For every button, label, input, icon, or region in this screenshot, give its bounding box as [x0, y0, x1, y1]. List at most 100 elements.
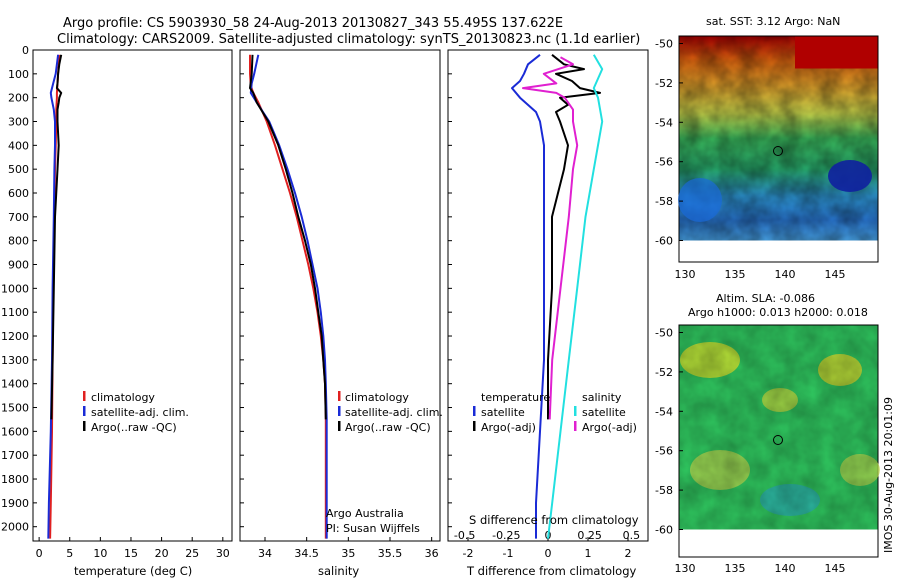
x-tick-label: 34 [258, 547, 272, 560]
depth-tick-label: 1300 [1, 354, 29, 367]
series-line-red [249, 54, 327, 539]
credit-line2: PI: Susan Wijffels [326, 522, 420, 535]
s-diff-tick-label: -0.25 [492, 529, 520, 542]
salinity-axis-label: salinity [318, 564, 359, 578]
lon-tick-label: 140 [775, 562, 796, 575]
depth-tick-label: 800 [8, 235, 29, 248]
sla-map-subtitle: Argo h1000: 0.013 h2000: 0.018 [688, 306, 868, 319]
figure-title-line1: Argo profile: CS 5903930_58 24-Aug-2013 … [63, 16, 563, 31]
temperature-legend: climatology satellite-adj. clim. Argo(..… [83, 391, 189, 434]
x-tick-label: 15 [124, 547, 138, 560]
lat-tick-label: -58 [655, 195, 673, 208]
lon-tick-label: 145 [825, 562, 846, 575]
legend-swatch-s-argo [574, 421, 577, 431]
x-tick-label: 35.5 [378, 547, 403, 560]
series-line-black [249, 54, 327, 420]
depth-tick-label: 300 [8, 116, 29, 129]
sla-map-title: Altim. SLA: -0.086 [716, 292, 815, 305]
legend-swatch-t-satellite [473, 406, 476, 416]
series-line-magenta [522, 56, 579, 420]
depth-tick-label: 500 [8, 163, 29, 176]
sst-map-lat-labels: -50 -52 -54 -56 -58 -60 [655, 38, 683, 248]
depth-tick-label: 1800 [1, 473, 29, 486]
depth-tick-label: 1600 [1, 425, 29, 438]
s-difference-tick-labels: -0.5 -0.25 0 0.25 0.5 [454, 529, 640, 542]
legend-swatch-argo [338, 421, 341, 431]
argo-position-marker [773, 435, 783, 445]
x-tick-label: 34.5 [294, 547, 319, 560]
sst-map-panel: sat. SST: 3.12 Argo: NaN -50 -52 -54 -56 -58… [655, 15, 879, 281]
s-difference-axis-label: S difference from climatology [469, 513, 639, 527]
lat-tick-label: -54 [655, 405, 673, 418]
x-tick-label: -1 [503, 547, 514, 560]
lat-tick-label: -50 [655, 38, 673, 51]
lat-tick-label: -56 [655, 445, 673, 458]
lon-tick-label: 130 [675, 268, 696, 281]
depth-tick-label: 400 [8, 139, 29, 152]
temperature-tick-labels: 0 5 10 15 20 25 30 [36, 537, 230, 560]
lat-tick-label: -50 [655, 327, 673, 340]
difference-profile-lines [511, 54, 604, 539]
x-tick-label: 20 [155, 547, 169, 560]
lon-tick-label: 135 [725, 268, 746, 281]
salinity-panel: 34 34.5 35 35.5 36 salinity climatology sate… [239, 49, 443, 578]
legend-argo: Argo(..raw -QC) [345, 421, 431, 434]
depth-tick-label: 0 [22, 44, 29, 57]
lon-tick-label: 140 [775, 268, 796, 281]
series-line-blue [511, 54, 545, 539]
salinity-profile-lines [249, 54, 328, 539]
temperature-axis-label: temperature (deg C) [74, 564, 192, 578]
s-diff-tick-label: 0.25 [577, 529, 602, 542]
s-diff-tick-label: -0.5 [454, 529, 475, 542]
depth-tick-marks [240, 49, 244, 528]
imos-timestamp-label: IMOS 30-Aug-2013 20:01:09 [882, 397, 895, 553]
legend-swatch-t-argo [473, 421, 476, 431]
x-tick-label: 35 [341, 547, 355, 560]
legend-swatch-satellite-adj [83, 406, 86, 416]
lon-tick-label: 145 [825, 268, 846, 281]
depth-tick-label: 1000 [1, 282, 29, 295]
lat-tick-label: -58 [655, 484, 673, 497]
sla-map-lon-labels: 130 135 140 145 [675, 562, 846, 575]
lat-tick-label: -52 [655, 77, 673, 90]
legend-argo: Argo(..raw -QC) [91, 421, 177, 434]
depth-tick-label: 1400 [1, 378, 29, 391]
depth-tick-label: 200 [8, 92, 29, 105]
salinity-legend: climatology satellite-adj. clim. Argo(..… [338, 391, 443, 434]
depth-tick-label: 600 [8, 187, 29, 200]
series-line-black [547, 54, 601, 420]
legend-satellite-adj: satellite-adj. clim. [91, 406, 189, 419]
legend-s-satellite: satellite [582, 406, 626, 419]
x-tick-label: 30 [216, 547, 230, 560]
legend-s-argo: Argo(-adj) [582, 421, 637, 434]
s-diff-tick-label: 0.5 [623, 529, 641, 542]
argo-position-marker [773, 146, 783, 156]
lat-tick-label: -52 [655, 366, 673, 379]
legend-swatch-argo [83, 421, 86, 431]
depth-tick-label: 100 [8, 68, 29, 81]
legend-temperature-heading: temperature [481, 391, 550, 404]
x-tick-label: 0 [545, 547, 552, 560]
legend-swatch-climatology [338, 391, 341, 401]
sst-map-title: sat. SST: 3.12 Argo: NaN [706, 15, 840, 28]
sla-map-panel: Altim. SLA: -0.086 Argo h1000: 0.013 h20… [655, 292, 880, 575]
legend-swatch-s-satellite [574, 406, 577, 416]
legend-salinity-heading: salinity [582, 391, 622, 404]
sst-map-lon-labels: 130 135 140 145 [675, 268, 846, 281]
lat-tick-label: -60 [655, 235, 673, 248]
x-tick-label: 0 [36, 547, 43, 560]
legend-swatch-satellite-adj [338, 406, 341, 416]
sla-map-lat-labels: -50 -52 -54 -56 -58 -60 [655, 327, 683, 537]
legend-swatch-climatology [83, 391, 86, 401]
x-tick-label: 1 [585, 547, 592, 560]
depth-tick-label: 1100 [1, 306, 29, 319]
legend-t-argo: Argo(-adj) [481, 421, 536, 434]
legend-satellite-adj: satellite-adj. clim. [345, 406, 443, 419]
legend-climatology: climatology [345, 391, 409, 404]
x-tick-label: 36 [425, 547, 439, 560]
legend-climatology: climatology [91, 391, 155, 404]
depth-tick-label: 700 [8, 211, 29, 224]
difference-panel: -2 -1 0 1 2 -0.5 -0.25 0 0.25 0.5 S difference f… [447, 49, 649, 578]
legend-t-satellite: satellite [481, 406, 525, 419]
